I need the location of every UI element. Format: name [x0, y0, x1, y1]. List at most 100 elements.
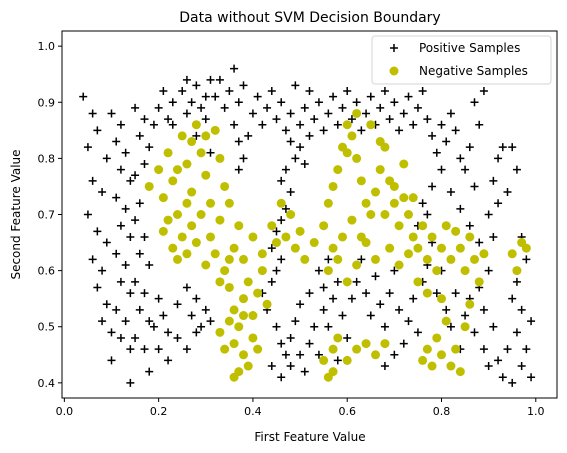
positive-sample-point — [296, 143, 305, 152]
positive-sample-point — [230, 64, 239, 73]
legend: Positive Samples Negative Samples — [371, 35, 552, 85]
legend-label: Negative Samples — [419, 64, 528, 78]
negative-sample-point — [437, 294, 446, 304]
positive-sample-point — [498, 143, 507, 152]
positive-sample-point — [494, 154, 503, 163]
negative-sample-point — [422, 254, 432, 264]
positive-sample-point — [121, 261, 130, 270]
positive-sample-point — [121, 317, 130, 326]
negative-sample-point — [470, 254, 479, 264]
positive-sample-point — [267, 362, 276, 371]
positive-sample-point — [277, 339, 286, 348]
y-tick-label: 0.8 — [38, 152, 56, 165]
positive-sample-point — [154, 294, 163, 303]
positive-sample-point — [494, 356, 503, 365]
positive-sample-point — [376, 300, 385, 309]
positive-sample-point — [135, 305, 144, 314]
positive-sample-point — [149, 120, 158, 129]
positive-sample-point — [83, 143, 92, 152]
positive-sample-point — [230, 120, 239, 129]
positive-sample-point — [225, 87, 234, 96]
positive-sample-point — [475, 120, 484, 129]
negative-sample-point — [418, 221, 428, 231]
negative-sample-point — [380, 339, 390, 349]
negative-sample-point — [239, 254, 248, 264]
negative-sample-point — [380, 210, 390, 219]
positive-sample-point — [475, 238, 484, 247]
positive-sample-point — [324, 109, 333, 118]
positive-sample-point — [484, 362, 493, 371]
negative-sample-point — [154, 165, 164, 175]
positive-sample-point — [116, 333, 125, 342]
positive-sample-point — [527, 373, 536, 382]
positive-sample-point — [465, 143, 474, 152]
positive-sample-point — [263, 103, 272, 112]
positive-sample-point — [512, 277, 521, 286]
positive-sample-point — [281, 350, 290, 359]
positive-sample-point — [432, 289, 441, 298]
positive-sample-point — [154, 103, 163, 112]
positive-sample-point — [286, 109, 295, 118]
positive-sample-point — [494, 199, 503, 208]
positive-sample-point — [168, 120, 177, 129]
positive-sample-point — [380, 322, 389, 331]
positive-sample-point — [206, 75, 215, 84]
negative-sample-point — [243, 277, 253, 287]
positive-sample-point — [446, 188, 455, 197]
negative-sample-point — [215, 277, 225, 287]
positive-sample-point — [140, 289, 149, 298]
positive-sample-point — [404, 92, 413, 101]
negative-sample-point — [182, 198, 192, 208]
positive-sample-point — [423, 115, 432, 124]
negative-sample-point — [328, 344, 338, 354]
positive-sample-point — [182, 283, 191, 292]
negative-sample-point — [168, 176, 178, 186]
negative-sample-point — [210, 125, 220, 135]
negative-sample-point — [253, 344, 263, 354]
positive-sample-point — [234, 137, 243, 146]
positive-sample-point — [201, 305, 210, 314]
positive-sample-point — [300, 367, 309, 376]
negative-sample-point — [224, 198, 234, 208]
negative-sample-point — [229, 339, 239, 349]
negative-sample-point — [191, 120, 201, 130]
positive-sample-point — [310, 115, 319, 124]
positive-sample-point — [418, 87, 427, 96]
positive-sample-point — [300, 103, 309, 112]
negative-sample-point — [361, 198, 371, 208]
positive-sample-point — [423, 210, 432, 219]
negative-sample-point — [418, 355, 428, 365]
positive-sample-point — [399, 109, 408, 118]
positive-sample-point — [215, 75, 224, 84]
negative-sample-point — [385, 243, 395, 253]
negative-sample-point — [215, 327, 225, 337]
negative-sample-point — [437, 350, 446, 360]
positive-sample-point — [239, 81, 248, 90]
positive-sample-point — [517, 362, 526, 371]
positive-sample-point — [305, 289, 314, 298]
positive-sample-point — [112, 137, 121, 146]
x-tick-label: 0.0 — [56, 405, 74, 418]
negative-sample-point — [239, 350, 248, 360]
positive-sample-point — [126, 345, 135, 354]
positive-sample-point — [286, 362, 295, 371]
negative-sample-point — [347, 131, 357, 141]
positive-sample-point — [338, 311, 347, 320]
negative-sample-point — [328, 181, 338, 191]
positive-sample-point — [333, 120, 342, 129]
positive-sample-point — [333, 356, 342, 365]
positive-sample-point — [79, 92, 88, 101]
positive-sample-point — [305, 131, 314, 140]
positive-sample-point — [116, 277, 125, 286]
x-tick-label: 0.2 — [150, 405, 168, 418]
negative-sample-point — [319, 355, 329, 365]
legend-positive-marker — [390, 44, 398, 52]
positive-sample-point — [234, 165, 243, 174]
negative-sample-point — [248, 311, 258, 321]
positive-sample-point — [329, 294, 338, 303]
negative-sample-point — [446, 254, 456, 264]
positive-sample-point — [272, 266, 281, 275]
positive-sample-point — [380, 87, 389, 96]
negative-sample-point — [206, 232, 215, 242]
positive-sample-point — [470, 182, 479, 191]
